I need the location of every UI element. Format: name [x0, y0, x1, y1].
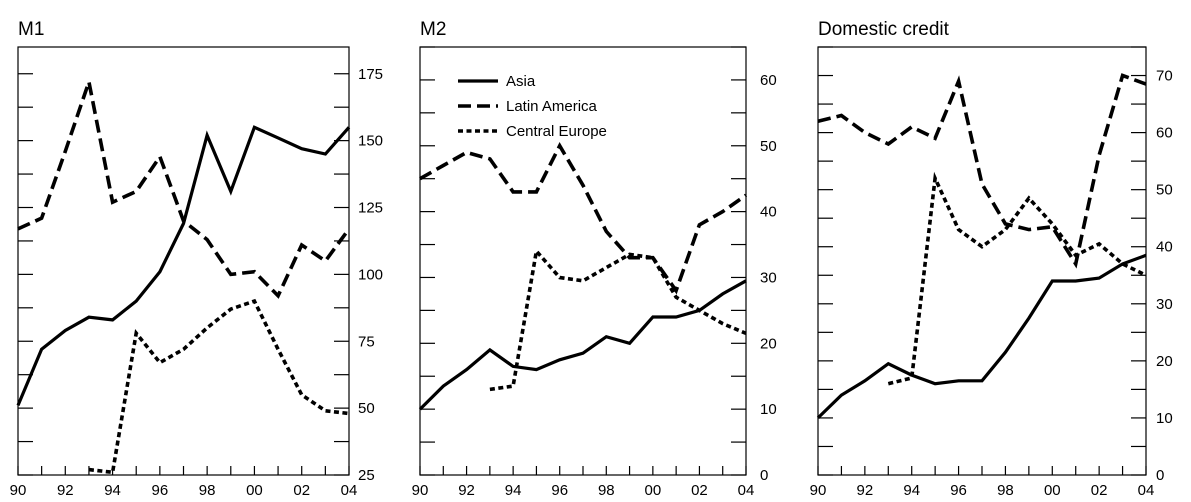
x-tick-label: 02 — [1091, 482, 1108, 499]
series-line-central — [88, 298, 350, 475]
y-tick-label: 20 — [760, 335, 777, 352]
chart-panel-2: M2 90 92 94 96 98 00 02 04 0 10 20 30 40 50 60 Asia Latin… — [412, 19, 777, 499]
series-line-latin — [17, 74, 351, 299]
series-line-asia — [16, 125, 351, 407]
series-line-asia — [816, 253, 1147, 420]
y-tick-label: 60 — [760, 72, 777, 89]
x-tick-label: 92 — [57, 482, 74, 499]
x-tick-label: 90 — [10, 482, 27, 499]
y-tick-label: 50 — [1156, 182, 1173, 199]
y-tick-label: 20 — [1156, 353, 1173, 370]
y-tick-label: 125 — [358, 200, 383, 217]
x-tick-label: 02 — [691, 482, 708, 499]
x-tick-label: 94 — [104, 482, 121, 499]
chart-title: M1 — [18, 19, 44, 40]
series-line-latin — [419, 142, 748, 295]
x-tick-label: 04 — [738, 482, 755, 499]
y-tick-label: 25 — [358, 467, 375, 484]
y-tick-label: 30 — [1156, 296, 1173, 313]
x-tick-label: 96 — [551, 482, 568, 499]
legend-label-asia: Asia — [506, 73, 536, 90]
plot-frame — [817, 46, 1147, 476]
x-tick-label: 90 — [810, 482, 827, 499]
x-tick-label: 00 — [645, 482, 662, 499]
y-tick-label: 30 — [760, 269, 777, 286]
x-tick-label: 00 — [246, 482, 263, 499]
chart-title: M2 — [420, 19, 446, 40]
legend: Asia Latin America Central Europe — [458, 73, 607, 140]
y-tick-label: 75 — [358, 333, 375, 350]
chart-panel-3: Domestic credit 90 92 94 96 98 00 02 040 10 20 30 40… — [810, 19, 1173, 499]
x-tick-label: 92 — [857, 482, 874, 499]
x-tick-label: 96 — [950, 482, 967, 499]
x-tick-label: 98 — [199, 482, 216, 499]
legend-label-latin: Latin America — [506, 98, 598, 115]
x-tick-label: 02 — [293, 482, 310, 499]
y-tick-label: 0 — [1156, 467, 1164, 484]
series-line-central — [887, 171, 1147, 386]
x-tick-label: 04 — [1138, 482, 1155, 499]
y-tick-label: 10 — [760, 401, 777, 418]
x-tick-label: 92 — [458, 482, 475, 499]
y-tick-label: 50 — [760, 138, 777, 155]
series-line-central — [489, 247, 747, 392]
x-tick-label: 00 — [1044, 482, 1061, 499]
x-tick-label: 98 — [598, 482, 615, 499]
plot-frame — [17, 46, 350, 476]
x-tick-label: 94 — [505, 482, 522, 499]
x-tick-label: 90 — [412, 482, 429, 499]
y-tick-label: 100 — [358, 266, 383, 283]
y-tick-label: 70 — [1156, 68, 1173, 85]
chart-title: Domestic credit — [818, 19, 950, 40]
x-tick-label: 04 — [341, 482, 358, 499]
series-line-asia — [418, 279, 747, 411]
y-tick-label: 10 — [1156, 410, 1173, 427]
y-tick-label: 60 — [1156, 125, 1173, 142]
x-tick-label: 94 — [903, 482, 920, 499]
series-line-latin — [817, 73, 1147, 269]
x-tick-label: 98 — [997, 482, 1014, 499]
y-tick-label: 50 — [358, 400, 375, 417]
y-tick-label: 150 — [358, 133, 383, 150]
x-tick-label: 96 — [152, 482, 169, 499]
legend-label-central: Central Europe — [506, 123, 607, 140]
y-tick-label: 40 — [760, 204, 777, 221]
y-tick-label: 175 — [358, 66, 383, 83]
y-tick-label: 40 — [1156, 239, 1173, 256]
y-tick-label: 0 — [760, 467, 768, 484]
